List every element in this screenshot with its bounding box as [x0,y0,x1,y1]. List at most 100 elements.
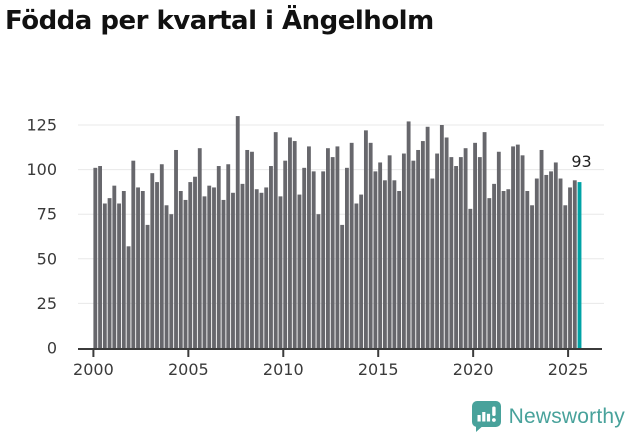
bar [235,116,240,348]
bar [174,149,178,348]
bar [221,199,226,348]
bar [539,149,544,348]
x-axis-tick-label: 2025 [548,360,589,379]
brand-footer: Newsworthy [471,401,625,433]
bar [316,214,321,348]
bar [496,151,501,348]
y-axis-tick-label: 75 [37,205,57,224]
bar [392,180,397,348]
newsworthy-logo-icon [471,401,501,432]
bar [264,187,269,348]
bar [136,187,140,348]
bar [411,160,416,348]
bar-chart: 0 25 50 75 100 125 2000 2005 2010 2015 2020 2025 93 [26,116,604,379]
bar [297,194,302,348]
bar [444,137,449,348]
bar [378,162,383,348]
bar [140,191,145,348]
bar [278,196,283,348]
bar [117,203,121,348]
bar [387,155,392,348]
bar [401,153,406,348]
bar [121,191,126,348]
bar [506,189,511,348]
bar [155,182,159,348]
bar [273,132,278,348]
bar [511,146,515,348]
bar [311,171,316,348]
bar [102,203,107,348]
bar [302,167,307,348]
bar [492,183,496,348]
bar [363,130,368,348]
x-axis-tick-label: 2010 [263,360,304,379]
bar [240,183,245,348]
bar [354,203,359,348]
y-axis-tick-label: 50 [37,249,57,268]
bar [520,155,525,348]
bar [164,205,169,348]
bar [534,178,539,348]
bar [197,148,202,348]
y-axis-tick-label: 25 [37,294,57,313]
bar [458,157,463,348]
bar [216,166,221,348]
bar [473,142,478,348]
bar [150,173,155,348]
bar [226,164,231,348]
bar [288,137,292,348]
bar [468,208,473,348]
y-axis-tick-label: 100 [26,160,57,179]
bar [245,149,250,348]
bar [254,189,259,348]
bar [349,142,354,348]
x-axis-tick-label: 2005 [168,360,209,379]
bar [553,162,558,348]
bar [269,166,273,348]
bar [430,178,435,348]
bar [340,224,345,348]
y-axis-tick-label: 0 [47,339,57,358]
bar [183,199,188,348]
bar [563,205,568,348]
bar [544,174,549,348]
bar [382,180,387,348]
bar [231,192,235,348]
bar [359,194,364,348]
bar [477,157,482,348]
bar [373,171,378,348]
bar [112,185,117,348]
bar [250,151,254,348]
bar [425,126,430,348]
highlighted-bar [577,182,582,348]
bar [169,214,174,348]
bar [307,146,311,348]
bar [454,166,459,348]
bar [93,167,98,348]
bar [131,160,136,348]
bar [558,178,563,348]
bar [525,191,530,348]
bar [159,164,164,348]
bar [572,180,577,348]
bar [330,157,335,348]
bar [126,246,131,348]
bar [416,149,421,348]
bar [487,198,492,348]
bar [397,191,402,348]
bar [530,205,534,348]
bar [107,198,112,348]
bar [145,224,150,348]
bar [368,142,373,348]
bar [439,125,444,348]
bar [568,187,572,348]
bar [207,185,212,348]
bar [292,141,297,348]
bar [435,153,440,348]
bar [406,121,411,349]
bar [202,196,207,348]
bar [335,146,340,348]
x-axis-tick-label: 2020 [453,360,494,379]
highlight-value-label: 93 [571,152,591,171]
